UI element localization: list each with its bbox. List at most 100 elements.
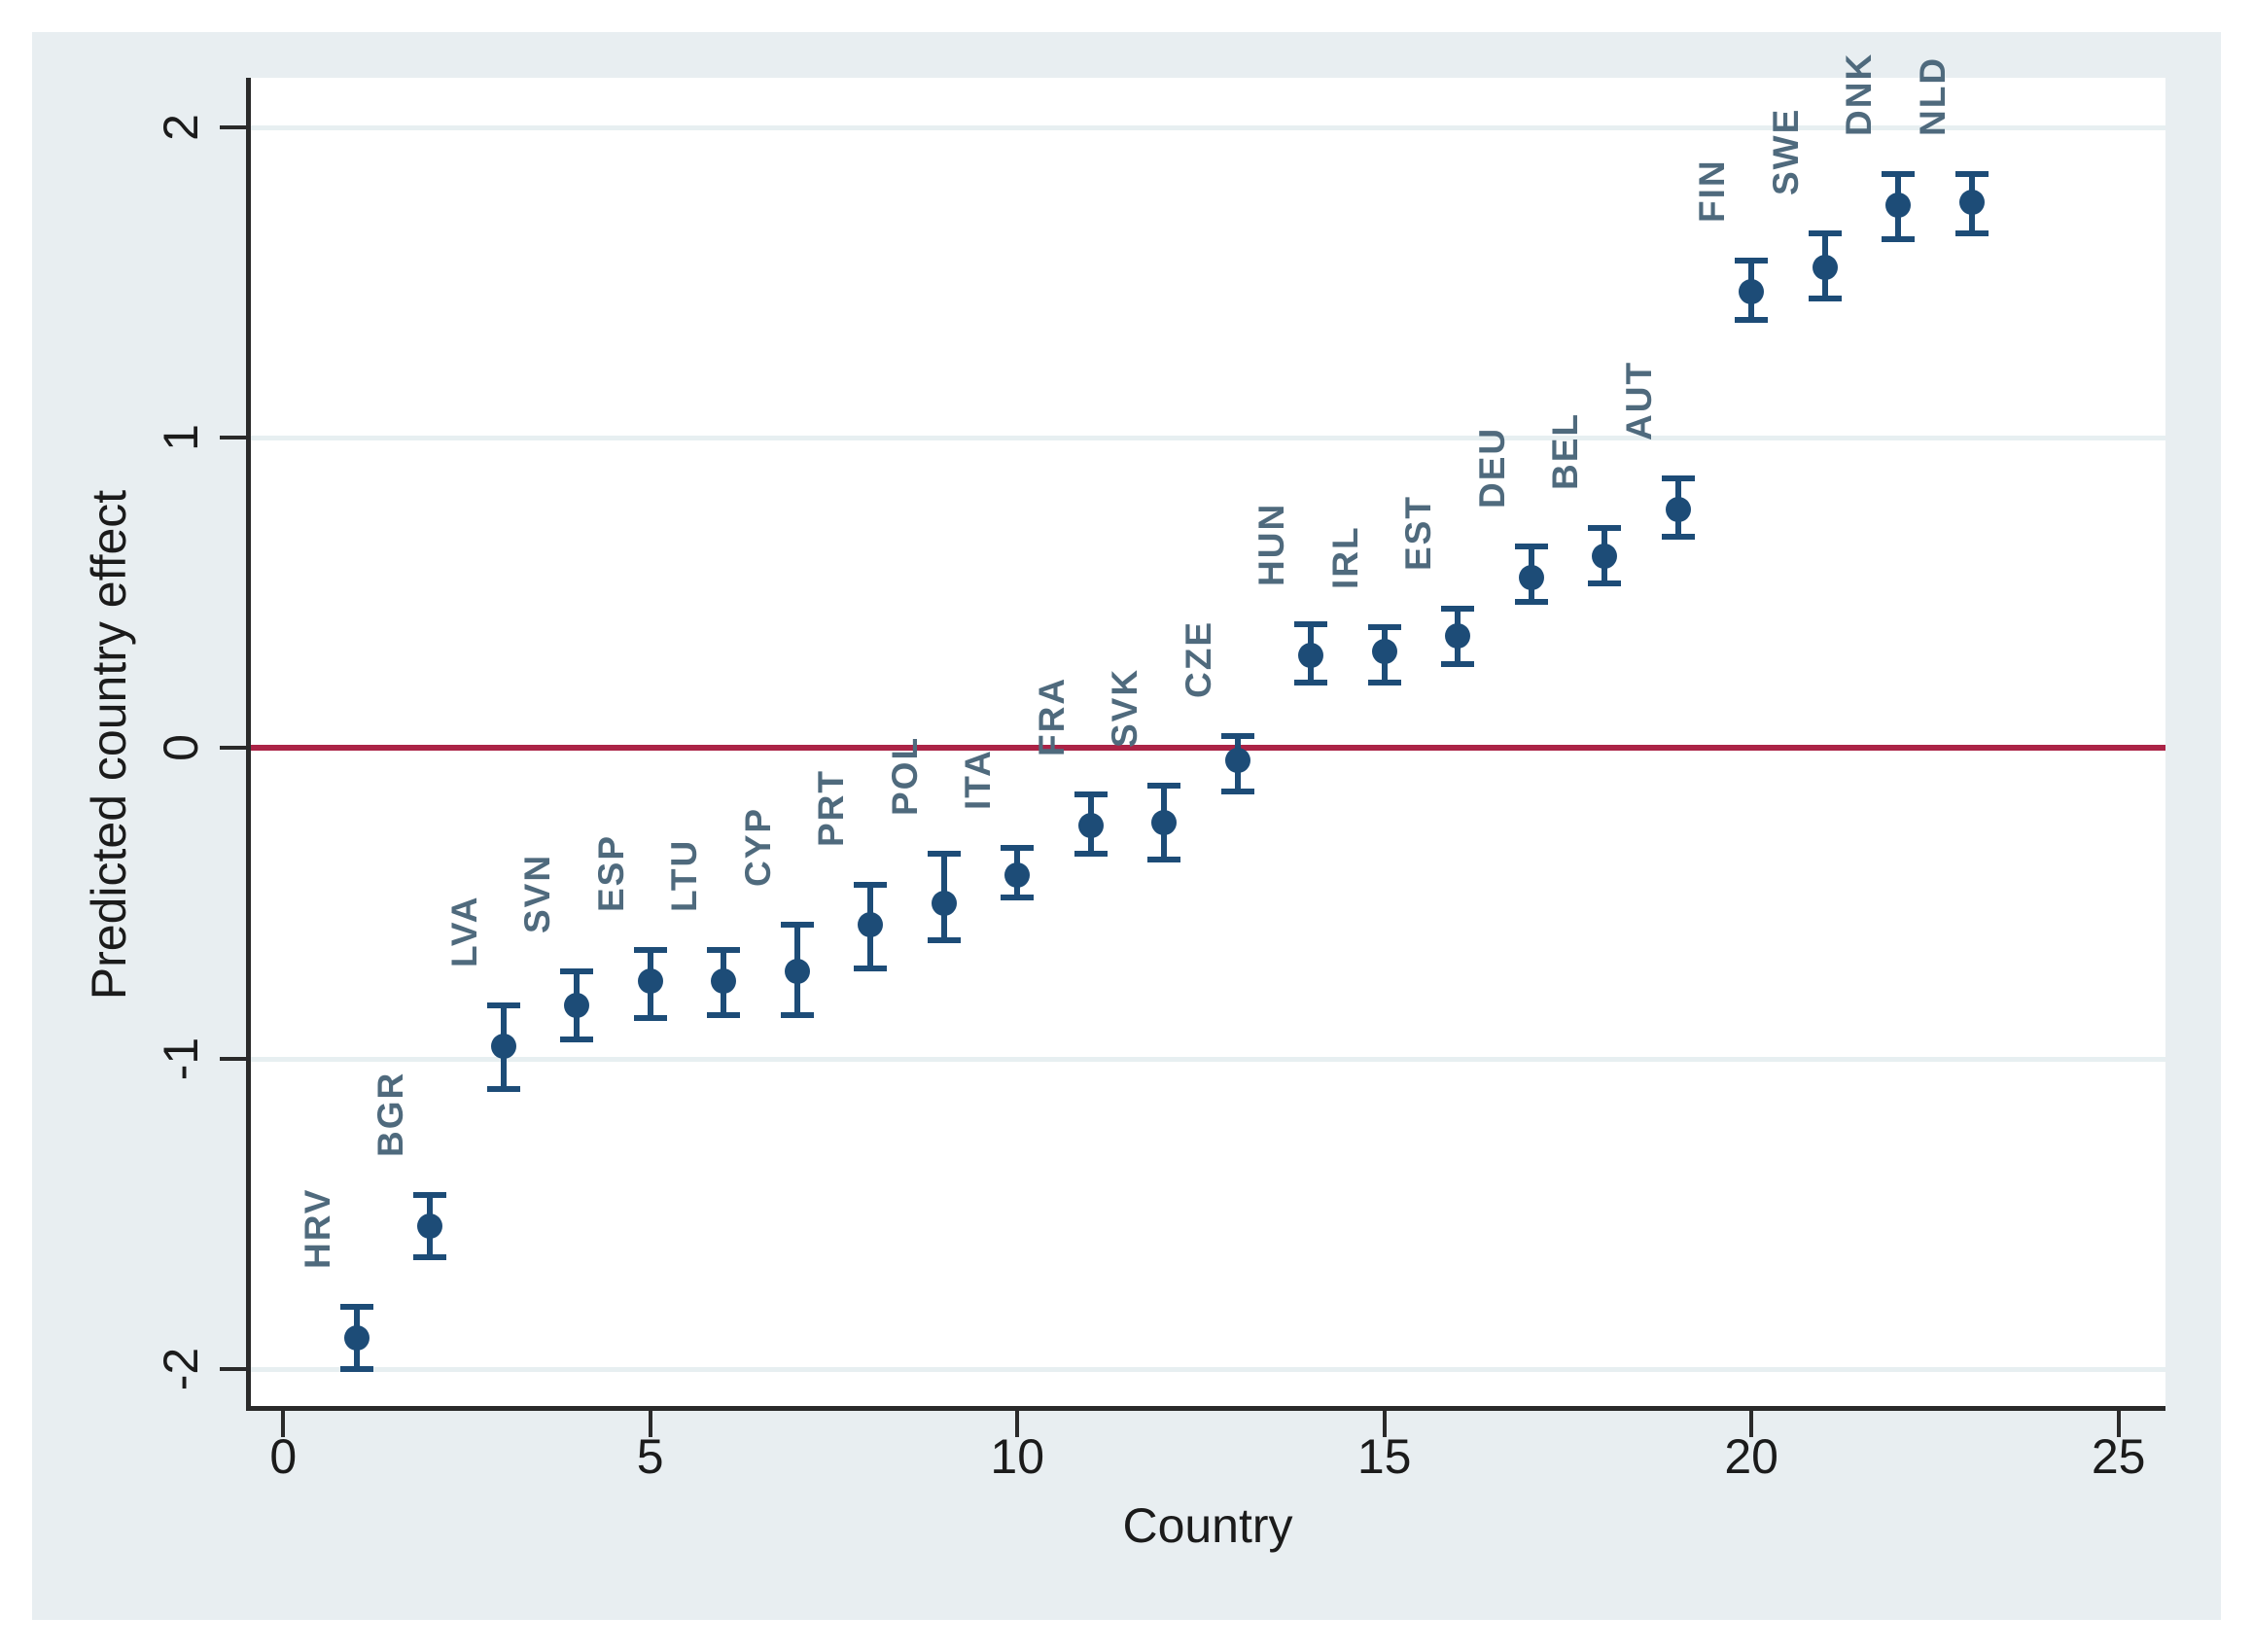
x-tick-label-15: 15 — [1356, 1429, 1412, 1484]
error-cap-top-BGR — [413, 1191, 447, 1198]
x-tick-0 — [281, 1411, 286, 1437]
point-label-DEU: DEU — [1471, 426, 1512, 509]
point-label-LVA: LVA — [443, 895, 484, 968]
y-tick--2 — [220, 1366, 246, 1371]
error-cap-bottom-CYP — [780, 1011, 814, 1018]
error-cap-bottom-AUT — [1661, 534, 1695, 541]
point-label-AUT: AUT — [1618, 360, 1659, 440]
y-gridline--1 — [251, 1056, 2165, 1062]
data-point-IRL — [1371, 639, 1397, 665]
data-point-PRT — [858, 912, 884, 938]
y-tick--1 — [220, 1056, 246, 1061]
error-cap-top-EST — [1441, 605, 1475, 612]
error-cap-bottom-FRA — [1074, 850, 1108, 857]
x-tick-25 — [2116, 1411, 2121, 1437]
error-cap-bottom-FIN — [1735, 316, 1769, 323]
error-cap-bottom-BGR — [413, 1253, 447, 1260]
y-gridline-2 — [251, 125, 2165, 131]
error-cap-bottom-ESP — [633, 1015, 667, 1022]
point-label-CZE: CZE — [1178, 619, 1218, 698]
data-point-BGR — [417, 1213, 443, 1239]
data-point-DEU — [1518, 564, 1544, 590]
data-point-LVA — [490, 1033, 516, 1059]
error-cap-top-HRV — [339, 1303, 373, 1310]
x-tick-5 — [648, 1411, 652, 1437]
x-axis-title: Country — [1122, 1498, 1293, 1553]
y-tick-2 — [220, 125, 246, 130]
point-label-POL: POL — [884, 735, 925, 816]
point-label-HRV: HRV — [297, 1187, 337, 1269]
error-cap-top-SVN — [560, 968, 594, 975]
data-point-POL — [931, 890, 957, 916]
y-tick-label--2: -2 — [154, 1347, 208, 1390]
error-cap-bottom-POL — [927, 937, 961, 944]
error-cap-top-SVK — [1147, 782, 1181, 789]
point-label-BGR: BGR — [370, 1071, 411, 1157]
x-tick-label-5: 5 — [636, 1429, 664, 1484]
x-axis-line — [246, 1406, 2165, 1411]
error-cap-top-FIN — [1735, 258, 1769, 264]
point-label-PRT: PRT — [811, 768, 852, 847]
error-cap-top-FRA — [1074, 791, 1108, 798]
point-label-IRL: IRL — [1324, 525, 1365, 589]
x-tick-10 — [1015, 1411, 1020, 1437]
error-cap-top-LTU — [707, 946, 741, 953]
error-cap-top-HUN — [1294, 620, 1328, 627]
error-cap-bottom-SWE — [1808, 295, 1842, 301]
data-point-FIN — [1739, 279, 1765, 305]
error-cap-top-POL — [927, 850, 961, 857]
x-tick-label-10: 10 — [990, 1429, 1045, 1484]
error-cap-top-ESP — [633, 946, 667, 953]
y-tick-label--1: -1 — [154, 1037, 208, 1080]
point-label-CYP: CYP — [737, 807, 778, 888]
error-cap-bottom-DNK — [1882, 235, 1916, 242]
x-tick-label-0: 0 — [269, 1429, 298, 1484]
point-label-LTU: LTU — [664, 838, 705, 912]
error-cap-top-AUT — [1661, 475, 1695, 481]
error-cap-top-CYP — [780, 922, 814, 929]
error-cap-bottom-CZE — [1220, 789, 1254, 795]
y-axis-title: Predicted country effect — [82, 489, 136, 1001]
error-cap-bottom-IRL — [1367, 680, 1401, 686]
data-point-ITA — [1004, 862, 1031, 889]
error-cap-top-DEU — [1514, 543, 1548, 549]
error-cap-top-BEL — [1588, 524, 1622, 531]
data-point-ESP — [637, 967, 663, 994]
error-cap-top-NLD — [1954, 170, 1989, 177]
error-cap-bottom-HUN — [1294, 680, 1328, 686]
y-gridline--2 — [251, 1366, 2165, 1372]
error-cap-bottom-NLD — [1954, 229, 1989, 236]
point-label-ITA: ITA — [958, 748, 999, 810]
error-cap-bottom-LTU — [707, 1011, 741, 1018]
data-point-EST — [1445, 623, 1471, 650]
plot-area — [251, 78, 2165, 1406]
point-label-HUN: HUN — [1251, 502, 1292, 586]
x-tick-label-25: 25 — [2091, 1429, 2146, 1484]
y-axis-line — [246, 78, 251, 1411]
error-cap-bottom-PRT — [854, 965, 888, 971]
error-cap-top-LVA — [486, 1002, 520, 1009]
point-label-SWE: SWE — [1765, 107, 1806, 195]
error-cap-top-DNK — [1882, 170, 1916, 177]
data-point-SVK — [1151, 809, 1178, 835]
error-cap-top-IRL — [1367, 623, 1401, 630]
error-cap-top-PRT — [854, 881, 888, 888]
y-tick-label-0: 0 — [154, 734, 208, 762]
point-label-ESP: ESP — [590, 833, 631, 912]
point-label-FIN: FIN — [1692, 158, 1733, 224]
error-cap-bottom-EST — [1441, 661, 1475, 668]
x-tick-label-20: 20 — [1724, 1429, 1778, 1484]
y-tick-label-1: 1 — [154, 424, 208, 452]
y-gridline-1 — [251, 436, 2165, 441]
x-tick-20 — [1749, 1411, 1754, 1437]
point-label-SVN: SVN — [517, 854, 558, 934]
data-point-LTU — [711, 967, 737, 994]
point-label-FRA: FRA — [1031, 677, 1072, 757]
error-cap-bottom-DEU — [1514, 599, 1548, 606]
point-label-SVK: SVK — [1105, 667, 1145, 748]
data-point-SVN — [564, 993, 590, 1019]
data-point-AUT — [1665, 496, 1691, 522]
error-cap-bottom-SVK — [1147, 857, 1181, 863]
y-tick-0 — [220, 746, 246, 751]
